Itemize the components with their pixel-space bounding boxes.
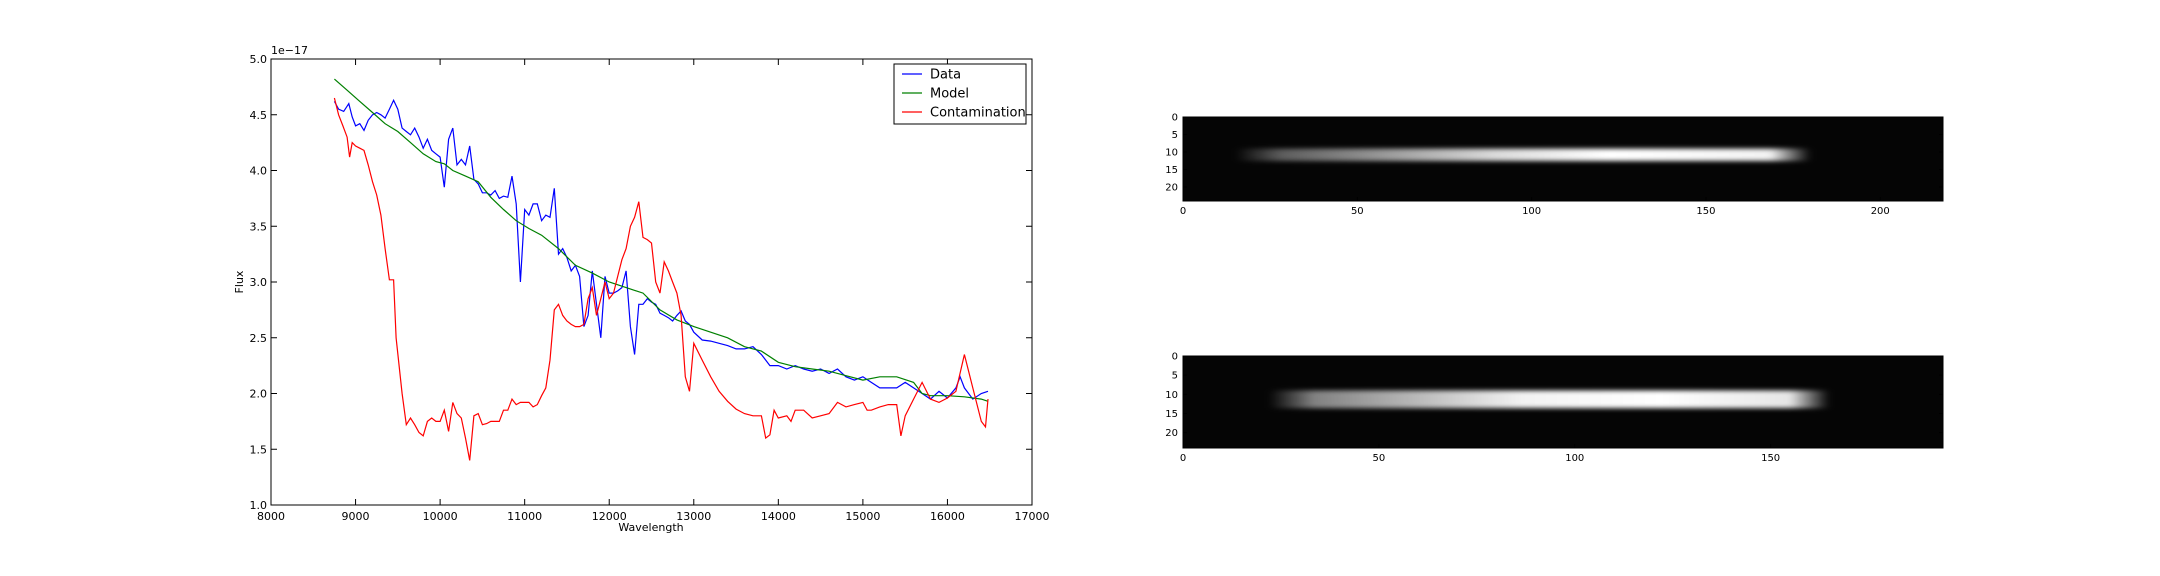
x-tick-label: 13000 [676, 510, 711, 523]
spectral-trace [1269, 390, 1830, 409]
y-tick-label: 0 [1172, 113, 1178, 124]
x-tick-label: 15000 [845, 510, 880, 523]
x-tick-label: 50 [1373, 453, 1386, 464]
x-ticks: 8000 9000 10000 11000 12000 13000 14000 15000 16… [257, 59, 1050, 523]
legend-label-data: Data [930, 68, 961, 83]
x-tick-label: 17000 [1015, 510, 1050, 523]
series-line-model [334, 78, 989, 402]
x-tick-label: 150 [1761, 453, 1780, 464]
spectrum-image-bottom: 0 50 100 150 0 5 10 15 20 [1165, 352, 1944, 464]
y-tick-label: 4.5 [250, 109, 268, 122]
y-axis-label: Flux [233, 270, 246, 293]
x-tick-label: 11000 [507, 510, 542, 523]
legend: Data Model Contamination [893, 63, 1027, 125]
y-tick-label: 5 [1172, 371, 1178, 382]
y-tick-label: 0 [1172, 352, 1178, 363]
y-tick-label: 5 [1172, 130, 1178, 141]
x-tick-label: 14000 [761, 510, 796, 523]
y-ticks: 0 5 10 15 20 [1165, 352, 1943, 439]
y-tick-label: 10 [1165, 148, 1178, 159]
x-tick-label: 10000 [423, 510, 458, 523]
y-tick-label: 15 [1165, 165, 1178, 176]
x-tick-label: 12000 [592, 510, 627, 523]
y-ticks: 1.0 1.5 2.0 2.5 3.0 3.5 4.0 4.5 5.0 [250, 53, 1032, 512]
y-tick-label: 5.0 [250, 53, 268, 66]
y-tick-label: 1.0 [250, 499, 268, 512]
y-tick-label: 3.5 [250, 220, 268, 233]
image-frame [1182, 355, 1944, 449]
x-tick-label: 0 [1180, 453, 1186, 464]
series-lines [333, 78, 989, 461]
x-tick-label: 9000 [342, 510, 370, 523]
y-tick-label: 10 [1165, 390, 1178, 401]
x-axis-label: Wavelength [618, 521, 683, 534]
spectral-trace [1235, 148, 1811, 161]
series-line-data [333, 98, 989, 400]
y-ticks: 0 5 10 15 20 [1165, 113, 1943, 194]
x-tick-label: 100 [1565, 453, 1584, 464]
y-tick-label: 3.0 [250, 276, 268, 289]
x-tick-label: 200 [1871, 206, 1890, 217]
x-tick-label: 50 [1351, 206, 1364, 217]
series-line-contamination [333, 97, 989, 461]
y-tick-label: 2.5 [250, 332, 268, 345]
legend-label-model: Model [930, 87, 969, 102]
y-offset-label: 1e−17 [271, 44, 308, 57]
y-tick-label: 4.0 [250, 165, 268, 178]
y-tick-label: 2.0 [250, 388, 268, 401]
x-tick-label: 0 [1180, 206, 1186, 217]
plot-frame [270, 58, 1033, 506]
y-tick-label: 20 [1165, 183, 1178, 194]
image-frame [1182, 116, 1944, 202]
y-tick-label: 20 [1165, 428, 1178, 439]
x-tick-label: 8000 [257, 510, 285, 523]
y-tick-label: 15 [1165, 409, 1178, 420]
x-ticks: 0 50 100 150 [1180, 444, 1780, 464]
legend-label-contamination: Contamination [930, 106, 1026, 121]
x-tick-label: 150 [1696, 206, 1715, 217]
y-tick-label: 1.5 [250, 443, 268, 456]
x-tick-label: 16000 [930, 510, 965, 523]
spectrum-chart: 8000 9000 10000 11000 12000 13000 14000 15000 16… [233, 44, 1050, 534]
x-tick-label: 100 [1522, 206, 1541, 217]
spectrum-image-top: 0 50 100 150 200 0 5 10 15 20 [1165, 113, 1944, 217]
x-ticks: 0 50 100 150 200 [1180, 197, 1890, 217]
